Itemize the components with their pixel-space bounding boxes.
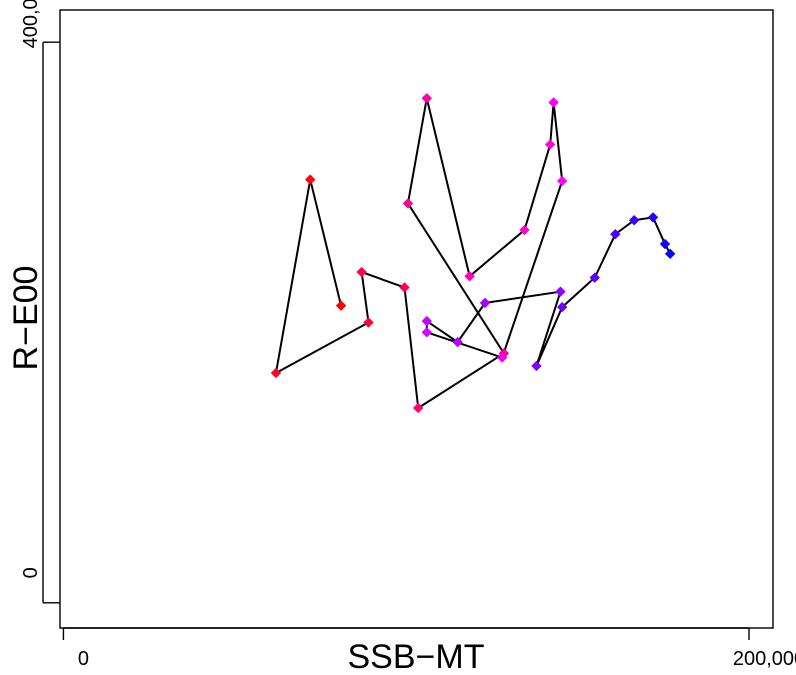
data-point (421, 93, 432, 104)
data-point (556, 175, 568, 187)
y-axis: 0 400,000 (20, 0, 60, 604)
data-point (647, 212, 659, 223)
data-point (555, 286, 566, 297)
data-point (335, 300, 347, 311)
x-tick-label: 0 (78, 648, 89, 670)
x-tick-label: 200,000 (733, 648, 796, 670)
data-point (413, 402, 424, 414)
data-point (363, 317, 374, 328)
data-point (659, 238, 671, 250)
data-point (556, 301, 568, 313)
data-point (305, 174, 316, 185)
data-point (610, 229, 621, 240)
data-point (531, 360, 542, 372)
data-point (452, 336, 463, 348)
data-point (399, 282, 410, 293)
data-point (421, 315, 432, 327)
y-tick-label: 0 (20, 567, 42, 578)
data-point (421, 327, 432, 338)
y-tick-label: 400,000 (20, 0, 42, 48)
data-point (270, 367, 282, 379)
data-point (519, 224, 530, 236)
data-point (496, 352, 508, 363)
data-markers (270, 93, 676, 414)
data-point (479, 297, 491, 309)
data-point (664, 248, 676, 260)
x-axis: 0 200,000 (62, 627, 796, 670)
series-line (274, 98, 672, 410)
data-point (548, 97, 559, 108)
data-point (628, 215, 640, 226)
data-point (402, 198, 414, 209)
x-axis-label: SSB−MT (348, 638, 485, 675)
data-point (464, 271, 475, 282)
data-point (356, 266, 367, 278)
y-axis-label: R−E00 (7, 266, 45, 371)
plot-frame (59, 9, 774, 629)
data-point (589, 272, 600, 283)
data-point (544, 139, 556, 150)
